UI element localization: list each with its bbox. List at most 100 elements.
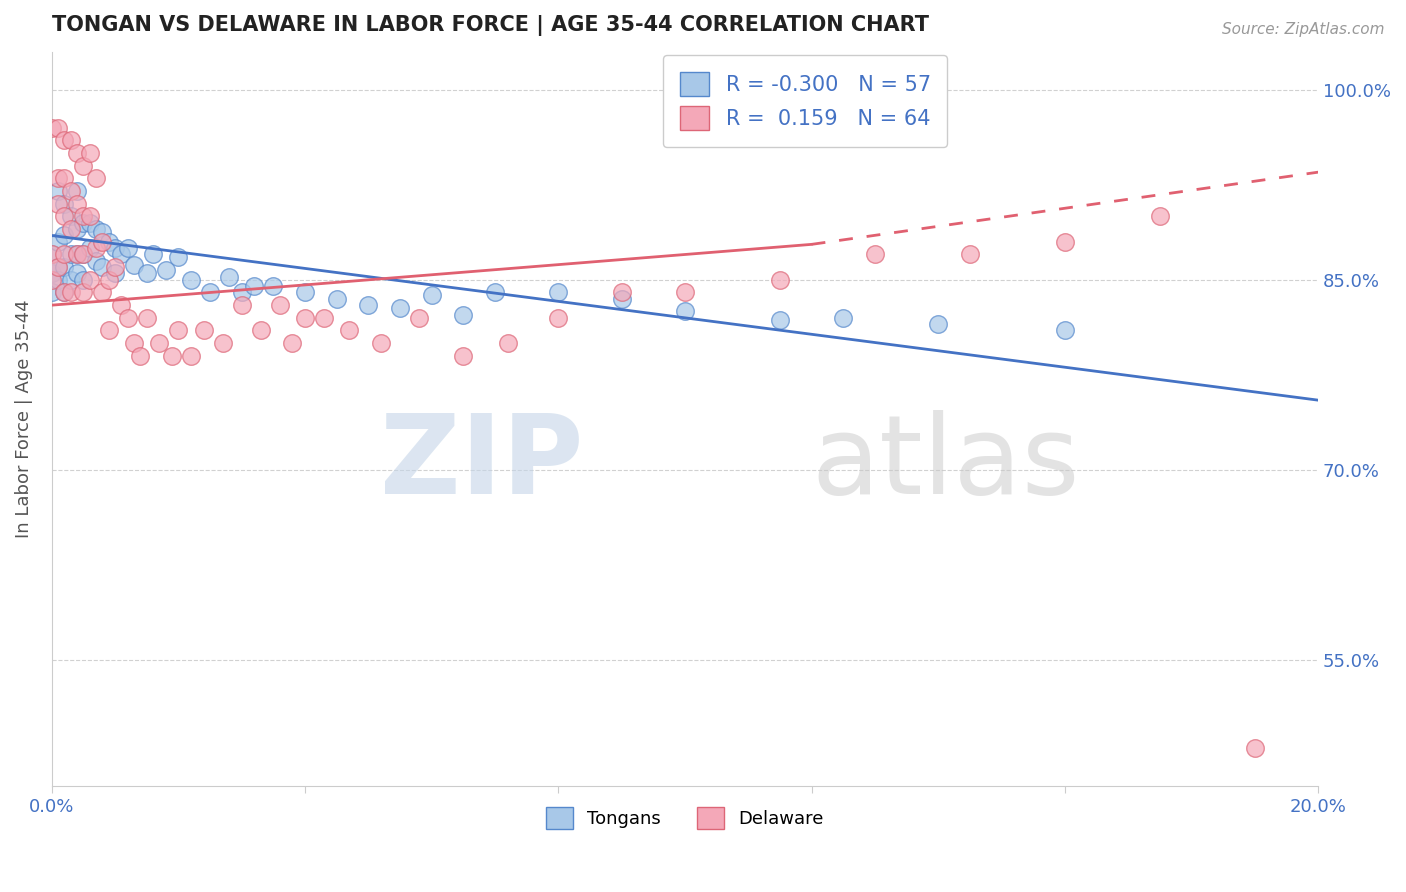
Point [91,235,114,249]
Text: TONGAN VS DELAWARE IN LABOR FORCE | AGE 35-44 CORRELATION CHART: TONGAN VS DELAWARE IN LABOR FORCE | AGE … [52,15,929,36]
Point [142,247,165,261]
Point [53,247,76,261]
Point [167,324,190,338]
Point [91,260,114,275]
Point [59,210,82,224]
Y-axis label: In Labor Force | Age 35-44: In Labor Force | Age 35-44 [15,300,32,539]
Point [122,336,145,351]
Point [66,146,89,161]
Point [97,324,120,338]
Point [262,279,284,293]
Point [66,247,89,261]
Point [59,222,82,236]
Point [180,273,202,287]
Point [122,258,145,272]
Point [53,134,76,148]
Point [211,336,233,351]
Point [496,336,519,351]
Point [66,222,89,236]
Point [46,120,69,135]
Point [72,247,94,261]
Point [72,247,94,261]
Point [41,285,63,300]
Point [769,273,792,287]
Point [97,235,120,249]
Point [959,247,981,261]
Point [79,146,101,161]
Point [547,310,569,325]
Point [66,267,89,281]
Point [46,235,69,249]
Point [59,247,82,261]
Point [129,349,152,363]
Point [484,285,506,300]
Point [72,159,94,173]
Point [59,273,82,287]
Point [41,267,63,281]
Point [167,250,190,264]
Point [104,267,127,281]
Point [53,197,76,211]
Point [72,210,94,224]
Point [41,120,63,135]
Point [337,324,360,338]
Point [66,184,89,198]
Point [41,247,63,261]
Point [53,285,76,300]
Point [46,273,69,287]
Point [46,260,69,275]
Point [66,247,89,261]
Point [84,222,107,236]
Point [243,279,266,293]
Point [218,270,240,285]
Point [53,228,76,243]
Point [46,184,69,198]
Point [110,298,132,312]
Text: atlas: atlas [811,409,1080,516]
Point [198,285,221,300]
Point [104,241,127,255]
Point [117,310,139,325]
Point [79,241,101,255]
Point [547,285,569,300]
Point [312,310,335,325]
Point [832,310,855,325]
Point [231,285,253,300]
Point [97,273,120,287]
Point [117,241,139,255]
Point [610,285,633,300]
Point [453,308,475,322]
Point [53,210,76,224]
Point [388,301,411,315]
Point [325,292,347,306]
Point [91,285,114,300]
Text: Source: ZipAtlas.com: Source: ZipAtlas.com [1222,22,1385,37]
Point [91,225,114,239]
Point [59,134,82,148]
Point [41,247,63,261]
Point [673,285,696,300]
Point [72,285,94,300]
Point [1243,741,1265,756]
Point [72,273,94,287]
Point [66,197,89,211]
Point [294,285,316,300]
Point [135,310,157,325]
Point [269,298,291,312]
Point [148,336,170,351]
Point [53,171,76,186]
Point [84,253,107,268]
Point [769,313,792,327]
Point [155,262,177,277]
Point [927,317,949,331]
Point [453,349,475,363]
Point [46,197,69,211]
Point [281,336,304,351]
Point [180,349,202,363]
Point [72,216,94,230]
Point [1053,235,1076,249]
Point [79,216,101,230]
Point [46,171,69,186]
Point [59,285,82,300]
Point [135,267,157,281]
